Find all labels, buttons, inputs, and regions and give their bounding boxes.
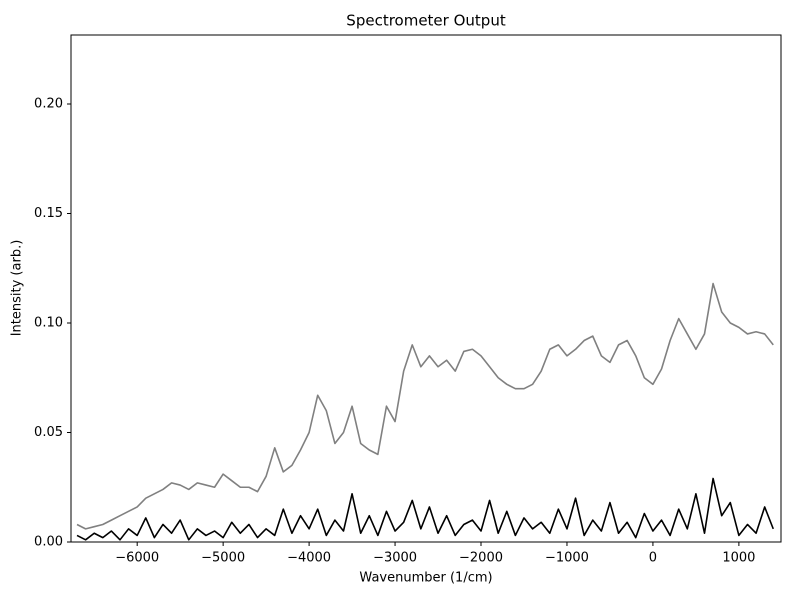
series-line (76, 477, 775, 541)
y-axis-label: Intensity (arb.) (10, 240, 25, 337)
x-tick-label: −1000 (545, 551, 589, 566)
y-tick-label: 0.10 (34, 315, 63, 330)
plot-area (76, 282, 775, 541)
y-tick-label: 0.05 (34, 425, 63, 440)
x-tick-label: 0 (649, 551, 657, 566)
axes-frame (70, 34, 782, 543)
x-tick-label: −4000 (287, 551, 331, 566)
chart-title: Spectrometer Output (346, 12, 506, 30)
series-line (76, 282, 774, 530)
x-tick-label: −2000 (459, 551, 503, 566)
x-tick-label: 1000 (722, 551, 755, 566)
y-tick-label: 0.15 (34, 206, 63, 221)
x-tick-label: −5000 (201, 551, 245, 566)
x-tick-label: −6000 (115, 551, 159, 566)
x-axis-label: Wavenumber (1/cm) (359, 571, 492, 586)
x-tick-label: −3000 (373, 551, 417, 566)
y-tick-label: 0.20 (34, 96, 63, 111)
y-tick-label: 0.00 (34, 535, 63, 550)
